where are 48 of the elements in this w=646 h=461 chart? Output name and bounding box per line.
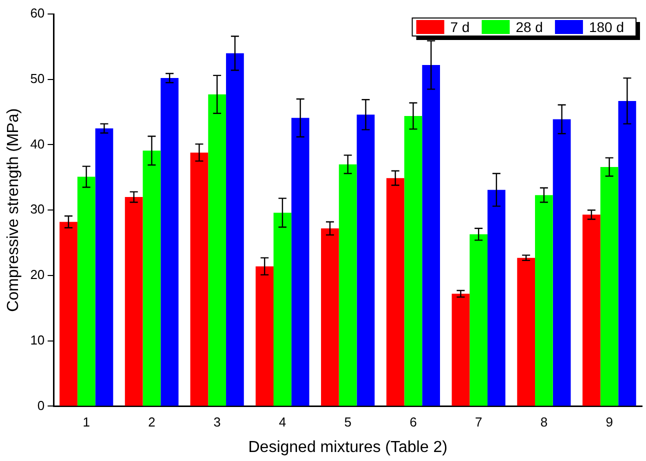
y-tick-label: 50: [30, 70, 45, 86]
bar: [291, 118, 310, 406]
x-tick-label: 2: [148, 414, 156, 430]
legend-label: 180 d: [588, 18, 624, 35]
x-tick-label: 1: [82, 414, 90, 430]
bar: [60, 222, 78, 406]
x-tick-label: 6: [410, 414, 417, 430]
y-tick-label: 10: [30, 332, 45, 348]
bar: [77, 176, 96, 406]
bar: [422, 64, 440, 406]
y-tick-label: 40: [30, 136, 45, 152]
bar: [142, 150, 161, 406]
bar: [535, 195, 553, 406]
bar: [356, 114, 375, 406]
bar: [404, 116, 422, 406]
bar: [552, 119, 571, 406]
x-tick-label: 4: [278, 414, 286, 430]
bar: [190, 152, 208, 406]
x-tick-label: 7: [474, 414, 482, 430]
x-tick-label: 5: [344, 414, 352, 430]
bar: [517, 258, 536, 406]
bar: [226, 53, 244, 406]
bar: [256, 266, 274, 406]
y-tick-label: 0: [37, 398, 45, 413]
bar: [618, 100, 636, 406]
x-tick-label: 9: [606, 414, 613, 430]
legend-label: 28 d: [516, 18, 543, 35]
y-tick-label: 20: [30, 267, 45, 282]
bar: [488, 190, 506, 406]
bar: [160, 78, 179, 406]
bar: [124, 197, 143, 406]
y-tick-label: 60: [30, 6, 45, 21]
bar: [386, 178, 404, 406]
y-axis-title: Compressive strength (MPa): [5, 108, 22, 312]
y-tick-label: 30: [30, 202, 45, 217]
bar: [208, 94, 226, 406]
bar: [321, 228, 339, 406]
bar: [452, 294, 470, 406]
bar: [582, 214, 600, 406]
bar: [600, 166, 618, 406]
legend-label: 7 d: [450, 18, 470, 35]
bar: [95, 128, 114, 406]
x-tick-label: 8: [540, 414, 548, 430]
bar: [470, 234, 488, 406]
bar: [274, 212, 292, 406]
bar: [338, 164, 357, 406]
x-axis-title: Designed mixtures (Table 2): [248, 438, 448, 456]
x-tick-label: 3: [213, 414, 221, 430]
